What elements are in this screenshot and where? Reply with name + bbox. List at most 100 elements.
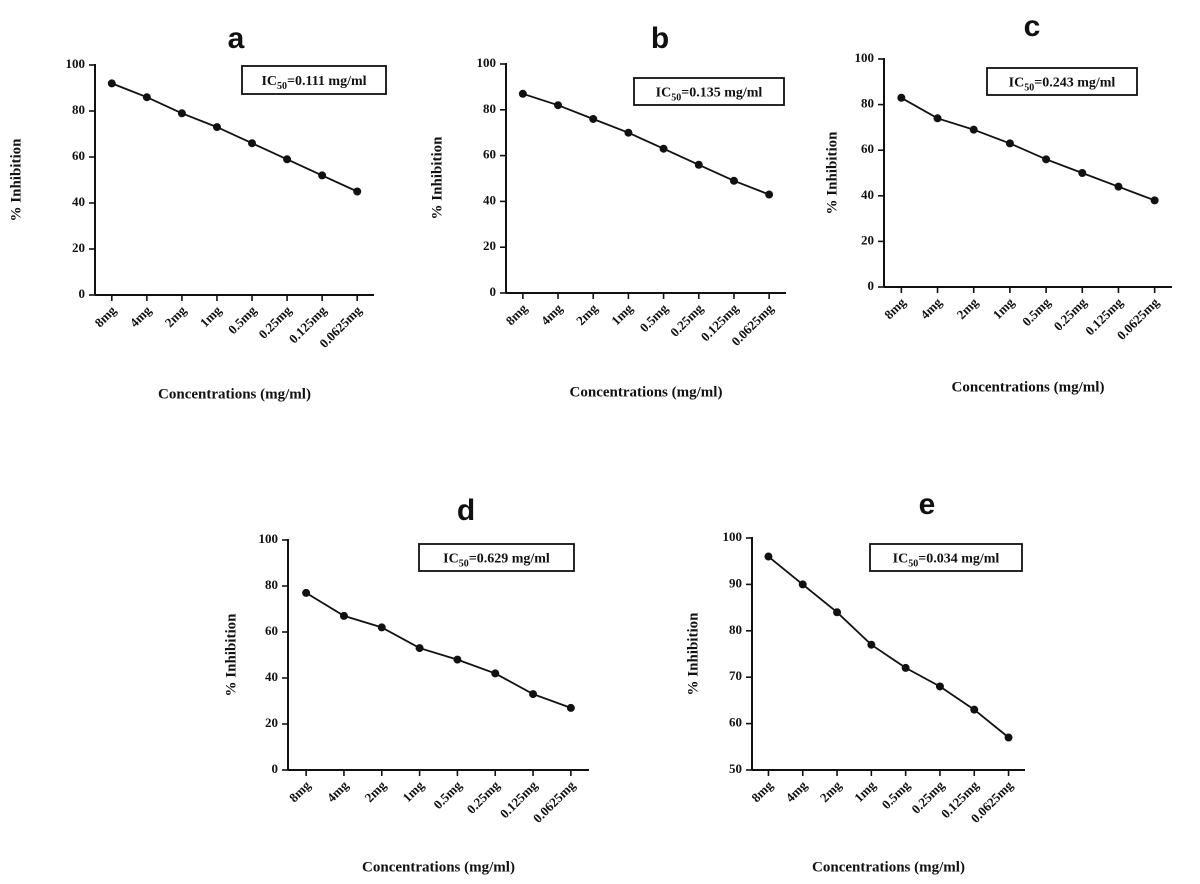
y-tick-label: 20: [72, 240, 85, 255]
y-tick-label: 0: [79, 286, 86, 301]
y-tick-label: 20: [483, 238, 496, 253]
y-tick-label: 20: [861, 232, 874, 247]
y-tick-label: 40: [72, 194, 85, 209]
data-point: [589, 114, 598, 123]
ic50-annotation: IC50=0.111 mg/ml: [261, 74, 366, 92]
ic50-subscript: 50: [1024, 83, 1034, 94]
ic50-prefix: IC: [656, 86, 672, 101]
data-point: [1005, 139, 1014, 148]
data-point: [765, 190, 774, 199]
y-axis-label: % Inhibition: [824, 131, 840, 215]
data-point: [353, 187, 362, 196]
data-point: [248, 139, 257, 148]
x-tick-label: 8mg: [881, 294, 909, 322]
data-point: [339, 611, 348, 620]
ic50-prefix: IC: [443, 552, 459, 567]
x-tick-label: 8mg: [92, 302, 120, 330]
data-point: [1004, 733, 1013, 742]
ic50-prefix: IC: [261, 74, 277, 89]
x-tick-label: 8mg: [503, 300, 531, 328]
series-line: [900, 97, 1156, 202]
ic50-box: [418, 543, 575, 572]
data-point: [729, 176, 738, 185]
y-tick-label: 20: [265, 715, 278, 730]
x-tick-label: 8mg: [748, 777, 776, 805]
data-point: [142, 93, 151, 102]
ic50-annotation: IC50=0.243 mg/ml: [1009, 76, 1116, 94]
x-tick-label: 0.0625mg: [530, 777, 578, 825]
data-point: [764, 552, 773, 561]
panel-label: a: [228, 22, 245, 55]
y-axis-label: % Inhibition: [429, 136, 445, 220]
data-point: [177, 109, 186, 118]
x-tick-label: 2mg: [362, 777, 390, 805]
y-tick-label: 100: [477, 55, 497, 70]
data-point: [1042, 155, 1051, 164]
ic50-annotation: IC50=0.135 mg/ml: [656, 86, 763, 104]
x-axis-label: Concentrations (mg/ml): [812, 859, 965, 875]
data-point: [302, 588, 311, 597]
series-line: [111, 82, 358, 193]
x-tick-label: 0.5mg: [1019, 294, 1054, 329]
data-point: [1150, 196, 1159, 205]
x-axis-label: Concentrations (mg/ml): [570, 384, 723, 400]
x-tick-label: 8mg: [286, 777, 314, 805]
panel-label: b: [651, 22, 669, 55]
y-tick-label: 80: [265, 577, 278, 592]
data-point: [933, 114, 942, 123]
data-point: [970, 705, 979, 714]
data-point: [897, 93, 906, 102]
x-tick-label: 1mg: [608, 300, 636, 328]
y-tick-label: 80: [483, 101, 496, 116]
series-line: [522, 92, 770, 196]
y-tick-label: 0: [868, 278, 875, 293]
data-point: [107, 79, 116, 88]
y-tick-label: 100: [259, 531, 279, 546]
data-point: [1114, 182, 1123, 191]
data-point: [318, 171, 327, 180]
x-tick-label: 1mg: [197, 302, 225, 330]
y-tick-label: 80: [72, 102, 85, 117]
y-tick-label: 40: [483, 192, 496, 207]
y-tick-label: 40: [861, 187, 874, 202]
ic50-box: [986, 67, 1138, 96]
data-point: [377, 623, 386, 632]
data-point: [453, 655, 462, 664]
ic50-value: =0.034 mg/ml: [918, 552, 999, 567]
x-tick-label: 0.5mg: [225, 302, 260, 337]
ic50-prefix: IC: [1009, 76, 1025, 91]
x-tick-label: 0.5mg: [430, 777, 465, 812]
data-point: [283, 155, 292, 164]
y-axis-label: % Inhibition: [8, 138, 24, 222]
data-point: [1078, 169, 1087, 177]
y-tick-label: 60: [72, 148, 85, 163]
x-axis-label: Concentrations (mg/ml): [158, 386, 311, 402]
panel-label: e: [919, 488, 936, 521]
x-tick-label: 4mg: [127, 302, 155, 330]
x-tick-label: 4mg: [917, 294, 945, 322]
ic50-prefix: IC: [893, 552, 909, 567]
data-point: [491, 669, 500, 678]
data-point: [566, 703, 575, 712]
x-tick-label: 1mg: [851, 777, 879, 805]
y-tick-label: 60: [265, 623, 278, 638]
ic50-value: =0.111 mg/ml: [287, 74, 367, 89]
ic50-box: [869, 543, 1023, 572]
data-point: [901, 663, 910, 672]
y-tick-label: 100: [855, 50, 875, 65]
series-line: [305, 592, 572, 709]
y-tick-label: 60: [729, 715, 742, 730]
y-axis-label: % Inhibition: [685, 612, 701, 696]
y-tick-label: 60: [861, 141, 874, 156]
data-point: [529, 690, 538, 699]
y-tick-label: 70: [729, 668, 742, 683]
ic50-value: =0.243 mg/ml: [1034, 76, 1115, 91]
data-point: [415, 644, 424, 653]
data-point: [212, 123, 221, 132]
ic50-subscript: 50: [671, 93, 681, 104]
data-point: [969, 125, 978, 134]
